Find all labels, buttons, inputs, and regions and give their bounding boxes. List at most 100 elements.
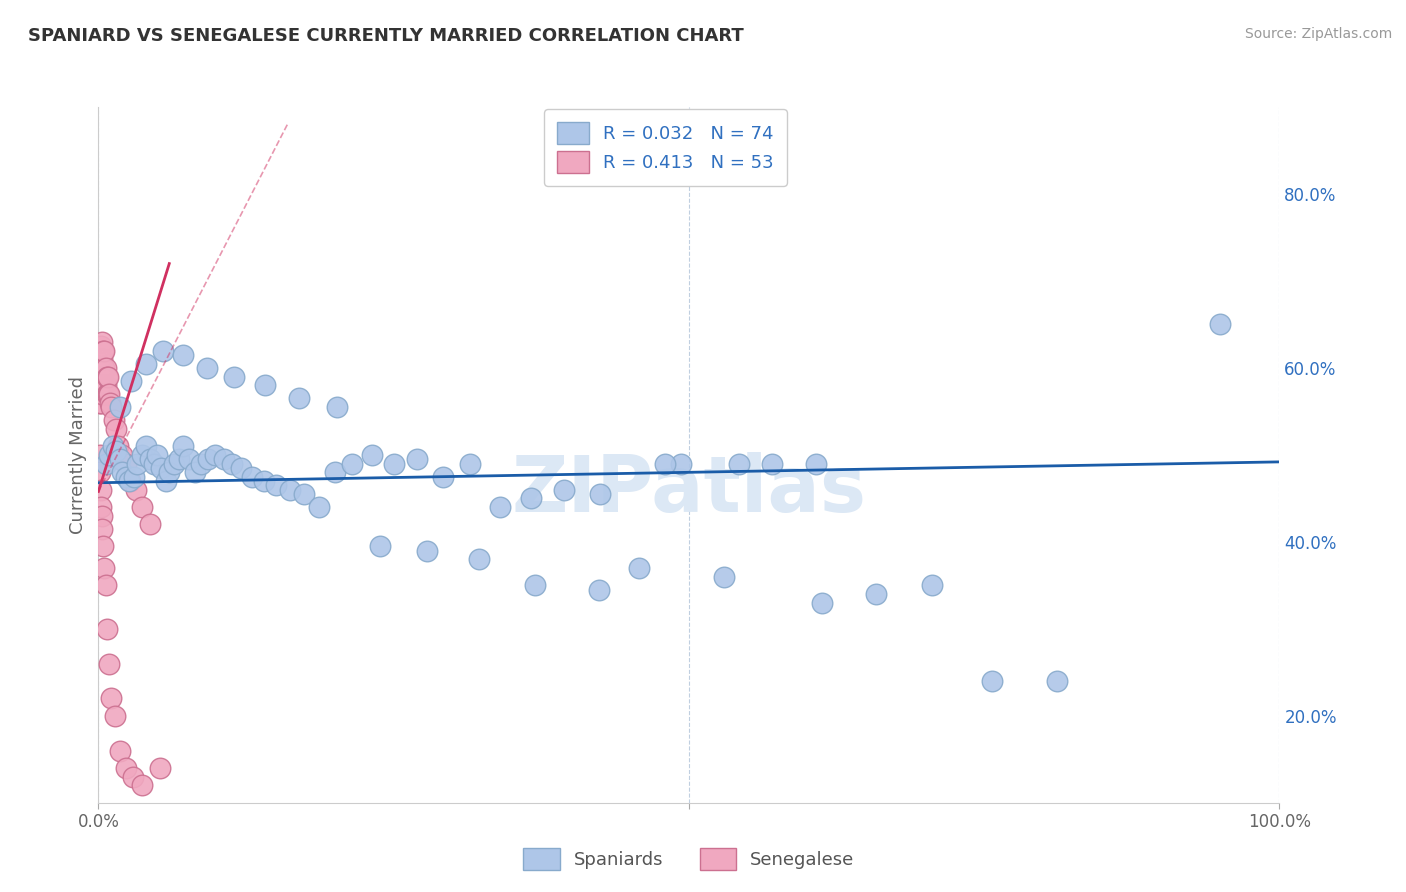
Point [94,378,117,392]
Point [91,378,114,392]
Point [460,457,482,471]
Point [125,483,148,497]
Point [114,761,136,775]
Point [588,582,610,597]
Legend: Spaniards, Senegalese: Spaniards, Senegalese [516,841,862,877]
Point [96,387,118,401]
Point [90,339,112,353]
Point [94,360,117,375]
Point [288,392,311,406]
Point [94,457,117,471]
Point [121,374,143,388]
Point [91,360,114,375]
Point [135,357,157,371]
Point [135,439,157,453]
Point [221,457,243,471]
Point [727,457,749,471]
Point [240,469,263,483]
Point [361,448,384,462]
Point [90,483,112,497]
Point [131,500,153,514]
Y-axis label: Currently Married: Currently Married [69,376,87,534]
Point [224,369,246,384]
Point [89,448,111,462]
Point [101,439,124,453]
Point [90,360,112,375]
Point [654,457,676,471]
Point [96,369,118,384]
Point [105,443,128,458]
Point [131,778,153,792]
Point [150,461,173,475]
Point [107,439,129,453]
Point [204,448,226,462]
Point [253,474,276,488]
Point [1209,318,1232,332]
Point [97,369,120,384]
Point [326,400,349,414]
Point [108,400,131,414]
Point [342,457,364,471]
Point [172,348,194,362]
Point [121,770,143,784]
Point [152,343,174,358]
Point [139,517,162,532]
Point [761,457,783,471]
Point [382,457,405,471]
Point [114,457,136,471]
Point [489,500,512,514]
Point [100,400,122,414]
Point [118,474,141,488]
Point [89,395,111,409]
Point [811,596,834,610]
Point [157,466,180,480]
Point [98,448,121,462]
Point [172,439,194,453]
Point [589,487,612,501]
Point [163,457,186,471]
Point [142,457,165,471]
Point [94,578,117,592]
Point [91,539,114,553]
Point [921,578,943,592]
Point [524,578,547,592]
Point [416,543,439,558]
Point [90,500,112,514]
Point [97,387,120,401]
Point [167,452,190,467]
Point [89,466,111,480]
Point [519,491,541,506]
Text: ZIPatlas: ZIPatlas [512,451,866,528]
Point [93,378,115,392]
Point [108,744,131,758]
Point [669,457,692,471]
Point [231,461,253,475]
Point [103,413,125,427]
Point [98,395,121,409]
Point [91,334,114,349]
Point [197,452,219,467]
Point [91,387,114,401]
Point [90,378,112,392]
Point [865,587,887,601]
Point [628,561,651,575]
Point [155,474,177,488]
Point [131,448,153,462]
Point [253,378,276,392]
Text: Source: ZipAtlas.com: Source: ZipAtlas.com [1244,27,1392,41]
Point [190,457,212,471]
Point [120,474,142,488]
Point [713,570,735,584]
Point [98,387,121,401]
Point [1046,674,1069,689]
Point [981,674,1004,689]
Point [100,691,122,706]
Point [104,708,127,723]
Point [127,457,149,471]
Point [91,522,114,536]
Point [105,422,128,436]
Point [368,539,391,553]
Point [98,657,121,671]
Point [212,452,235,467]
Point [91,508,114,523]
